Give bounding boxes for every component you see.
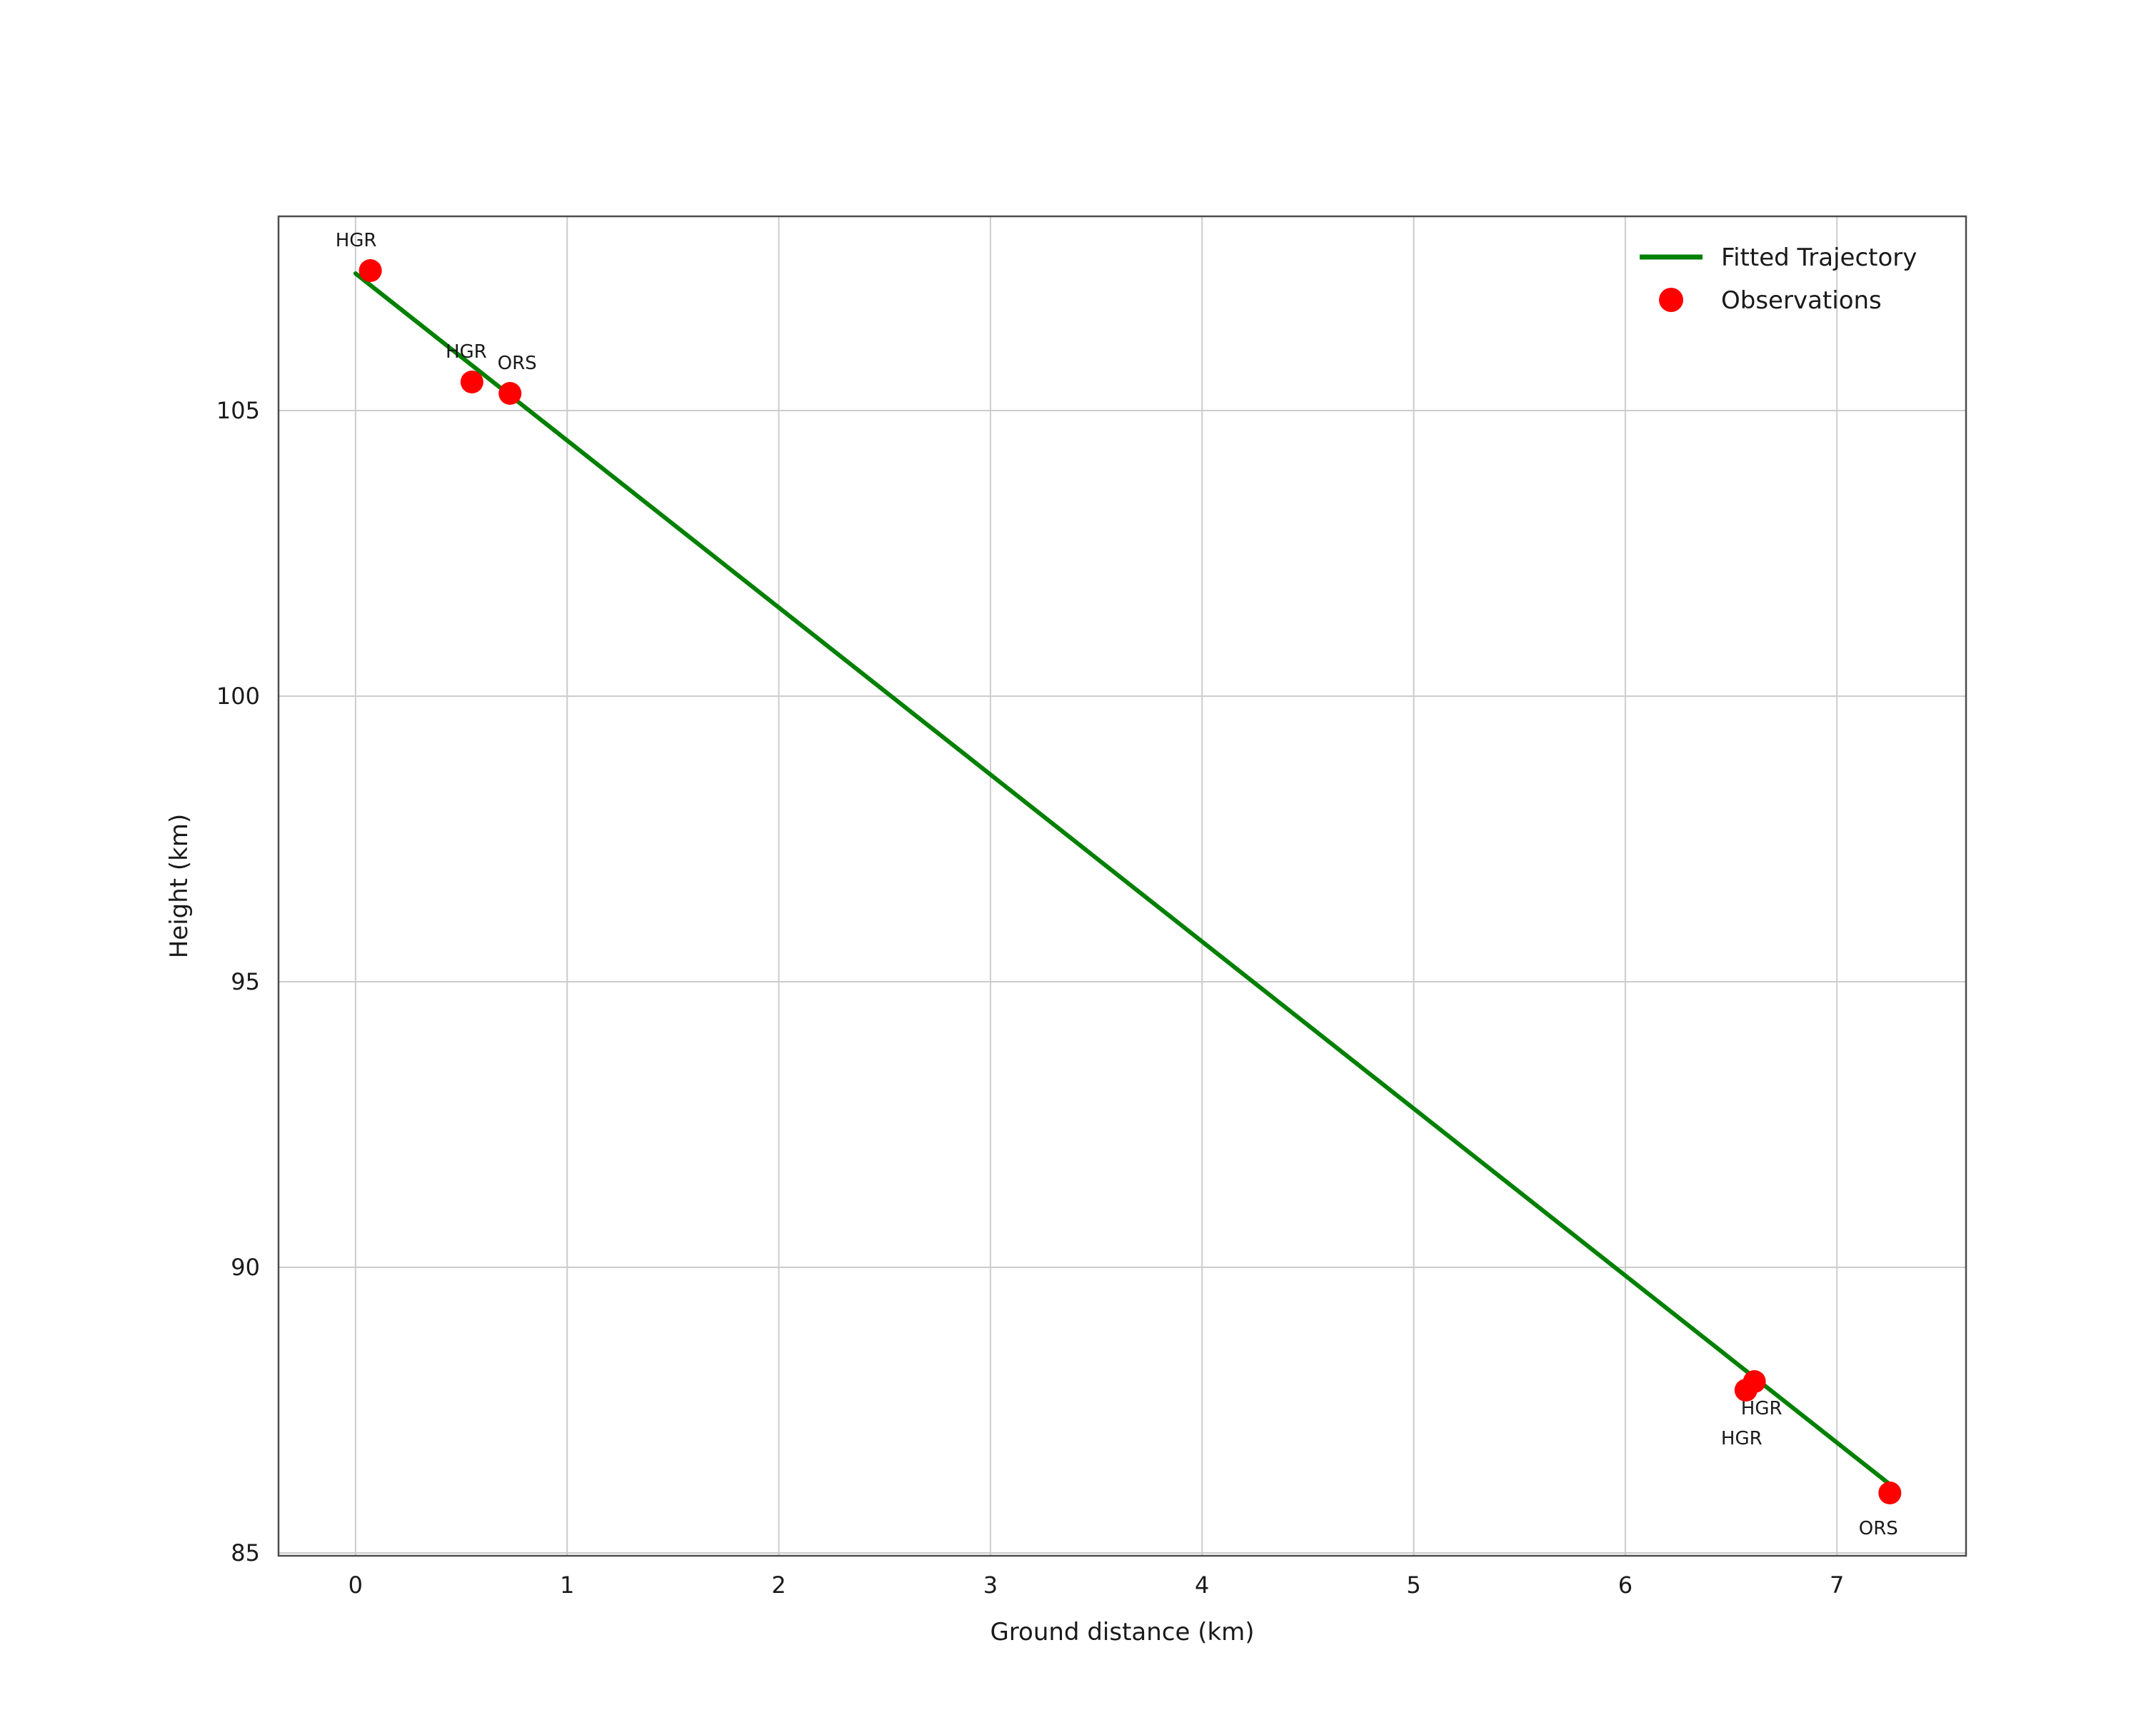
x-tick-label: 5: [1406, 1571, 1420, 1599]
legend: Fitted Trajectory Observations: [1640, 243, 1917, 315]
y-axis-label: Height (km): [165, 814, 194, 959]
grid: [279, 216, 1966, 1556]
x-axis-label: Ground distance (km): [990, 1618, 1254, 1646]
observation-label: HGR: [446, 341, 487, 363]
observation-label: HGR: [1721, 1428, 1763, 1449]
y-tick-label: 85: [231, 1539, 260, 1566]
y-tick-label: 100: [216, 683, 260, 710]
x-tick-label: 3: [983, 1571, 998, 1599]
plot-border: [277, 215, 1967, 1557]
observation-label: HGR: [1741, 1398, 1783, 1419]
fitted-trajectory-line: [353, 271, 1892, 1487]
observation-label: HGR: [336, 230, 377, 251]
legend-marker-sample: [1659, 288, 1683, 312]
x-tick-label: 4: [1195, 1571, 1209, 1599]
y-tick-label: 90: [231, 1254, 260, 1281]
observations: HGR HGR ORS HGR HGR ORS: [336, 230, 1902, 1539]
observation-point: [1878, 1482, 1902, 1504]
x-tick-label: 6: [1618, 1571, 1633, 1599]
y-tick-label: 105: [216, 397, 260, 424]
y-tick-label: 95: [231, 968, 260, 995]
x-tick-label: 7: [1830, 1571, 1844, 1599]
tick-labels: 0 1 2 3 4 5 6 7 85 90 95 100 105: [216, 397, 1844, 1599]
observation-point: [460, 371, 483, 393]
x-tick-label: 2: [771, 1571, 786, 1599]
observation-point: [498, 382, 522, 405]
x-tick-label: 0: [349, 1571, 363, 1599]
observation-point: [1734, 1379, 1758, 1402]
x-tick-label: 1: [560, 1571, 574, 1599]
observation-label: ORS: [498, 353, 537, 374]
observation-point: [359, 259, 382, 282]
legend-label-fitted-trajectory: Fitted Trajectory: [1721, 243, 1917, 272]
legend-label-observations: Observations: [1721, 286, 1882, 315]
observation-label: ORS: [1859, 1518, 1898, 1539]
